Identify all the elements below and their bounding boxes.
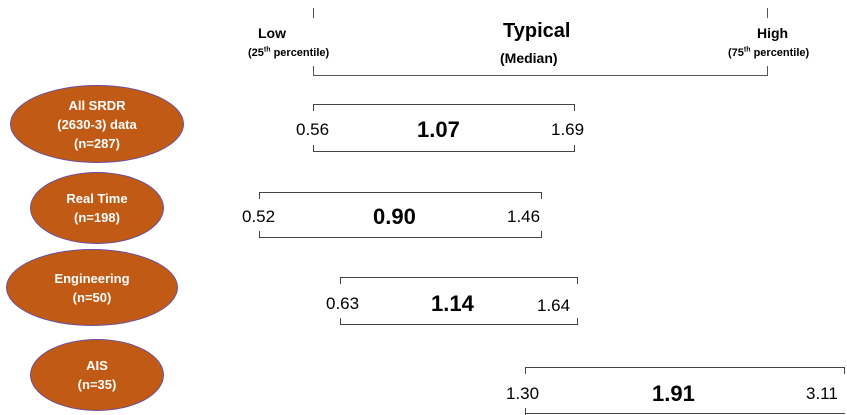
median-value: 1.91 (652, 381, 695, 406)
low-label: Low (258, 25, 286, 41)
high-label: High (757, 25, 789, 41)
range-bracket (340, 277, 578, 325)
high-sublabel: (75th percentile) (728, 46, 810, 59)
low-sublabel: (25th percentile) (248, 46, 330, 59)
category-oval-all-srdr: All SRDR (2630-3) data (n=287) (10, 85, 184, 163)
low-value: 0.63 (326, 294, 360, 313)
typical-label: Typical (503, 20, 571, 42)
high-value: 3.11 (806, 384, 838, 403)
median-value: 0.90 (373, 204, 416, 229)
typical-sublabel: (Median) (500, 50, 558, 66)
high-value: 1.46 (507, 207, 541, 226)
category-oval-engineering: Engineering (n=50) (6, 249, 178, 326)
low-value: 0.56 (296, 120, 330, 139)
category-oval-real-time: Real Time (n=198) (30, 172, 164, 244)
range-bracket (259, 192, 542, 238)
high-value: 1.64 (537, 296, 571, 315)
low-value: 1.30 (506, 384, 540, 403)
high-value: 1.69 (551, 120, 585, 139)
range-bracket (525, 367, 845, 415)
category-oval-ais: AIS (n=35) (30, 339, 164, 411)
range-bracket (313, 104, 575, 152)
low-value: 0.52 (242, 207, 276, 226)
median-value: 1.14 (431, 291, 474, 316)
median-value: 1.07 (417, 117, 460, 142)
